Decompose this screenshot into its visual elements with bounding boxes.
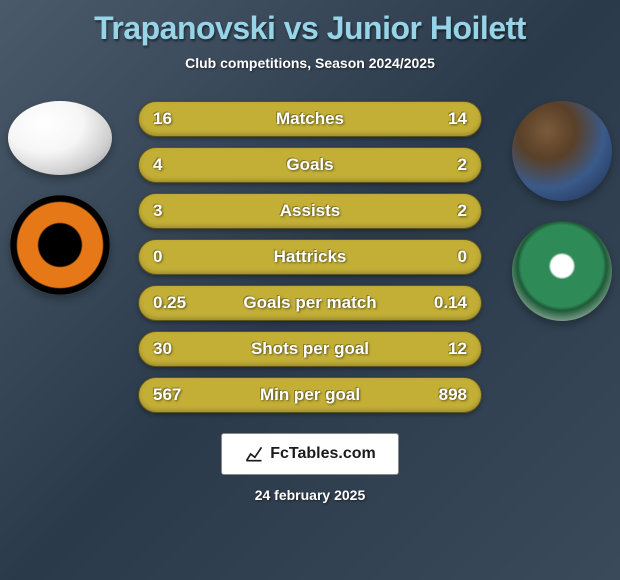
stat-bar: 30 Shots per goal 12	[138, 331, 482, 367]
stat-p2-value: 0.14	[434, 293, 467, 313]
footer-date: 24 february 2025	[255, 487, 366, 503]
page-title: Trapanovski vs Junior Hoilett	[94, 10, 526, 47]
site-logo[interactable]: FcTables.com	[221, 433, 399, 475]
stat-label: Goals per match	[243, 293, 376, 313]
stat-p1-value: 0	[153, 247, 162, 267]
stat-label: Shots per goal	[251, 339, 369, 359]
stat-label: Min per goal	[260, 385, 360, 405]
player1-club-crest	[10, 195, 110, 295]
stat-p1-value: 0.25	[153, 293, 186, 313]
player1-avatar	[8, 101, 112, 175]
stat-p1-value: 3	[153, 201, 162, 221]
comparison-main: 16 Matches 14 4 Goals 2 3 Assists 2 0 Ha…	[0, 101, 620, 413]
page-subtitle: Club competitions, Season 2024/2025	[185, 55, 435, 71]
stat-p2-value: 0	[458, 247, 467, 267]
stat-label: Goals	[286, 155, 333, 175]
stat-label: Matches	[276, 109, 344, 129]
stat-p1-value: 4	[153, 155, 162, 175]
stat-p2-value: 898	[439, 385, 467, 405]
stat-bar: 4 Goals 2	[138, 147, 482, 183]
stats-bars: 16 Matches 14 4 Goals 2 3 Assists 2 0 Ha…	[138, 101, 482, 413]
player2-column	[512, 101, 612, 321]
player2-avatar	[512, 101, 612, 201]
stat-p2-value: 12	[448, 339, 467, 359]
root: Trapanovski vs Junior Hoilett Club compe…	[0, 0, 620, 580]
stat-p2-value: 2	[458, 155, 467, 175]
chart-icon	[244, 444, 264, 464]
stat-label: Hattricks	[274, 247, 347, 267]
site-label: FcTables.com	[270, 445, 376, 463]
stat-p2-value: 2	[458, 201, 467, 221]
stat-bar: 0.25 Goals per match 0.14	[138, 285, 482, 321]
stat-p2-value: 14	[448, 109, 467, 129]
player2-club-crest	[512, 221, 612, 321]
stat-bar: 567 Min per goal 898	[138, 377, 482, 413]
stat-p1-value: 16	[153, 109, 172, 129]
stat-p1-value: 567	[153, 385, 181, 405]
stat-bar: 0 Hattricks 0	[138, 239, 482, 275]
stat-label: Assists	[280, 201, 340, 221]
footer: FcTables.com 24 february 2025	[221, 433, 399, 503]
stat-bar: 16 Matches 14	[138, 101, 482, 137]
player1-column	[8, 101, 112, 295]
stat-bar: 3 Assists 2	[138, 193, 482, 229]
stat-p1-value: 30	[153, 339, 172, 359]
